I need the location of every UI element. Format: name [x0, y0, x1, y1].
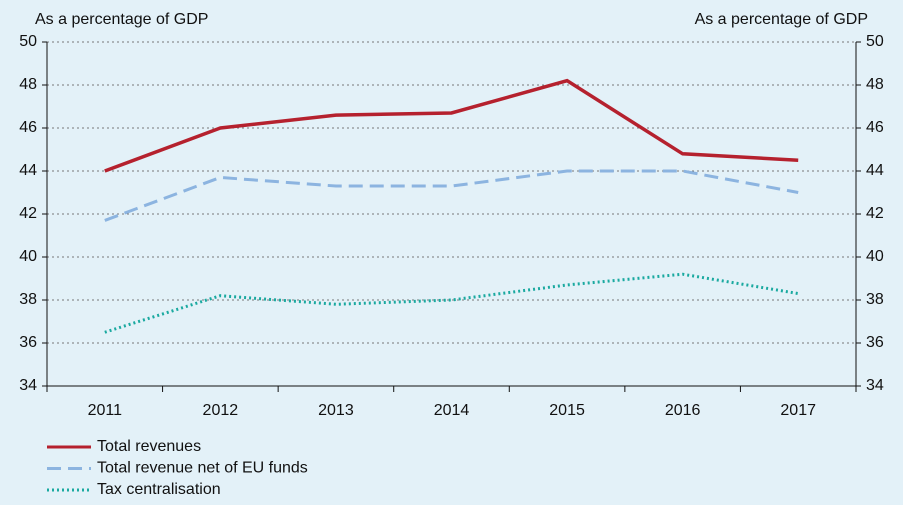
y2-tick-label: 44 [866, 162, 884, 179]
y-tick-label: 46 [19, 119, 37, 136]
y2-tick-label: 46 [866, 119, 884, 136]
y-tick-label: 36 [19, 334, 37, 351]
x-tick-label: 2016 [665, 402, 701, 419]
y-tick-label: 50 [19, 33, 37, 50]
y-tick-label: 42 [19, 205, 37, 222]
y2-tick-label: 38 [866, 291, 884, 308]
x-tick-label: 2015 [549, 402, 585, 419]
y2-tick-label: 40 [866, 248, 884, 265]
y-tick-label: 48 [19, 76, 37, 93]
x-tick-label: 2013 [318, 402, 354, 419]
y-tick-label: 44 [19, 162, 37, 179]
x-tick-label: 2011 [88, 402, 123, 419]
series-line [104, 272, 799, 334]
legend-label: Total revenues [97, 438, 201, 455]
y-tick-label: 34 [19, 377, 37, 394]
legend-label: Tax centralisation [97, 481, 221, 498]
x-tick-label: 2012 [203, 402, 239, 419]
y2-axis-label: As a percentage of GDP [695, 11, 868, 28]
series-line [104, 78, 799, 173]
x-tick-label: 2014 [434, 402, 470, 419]
y2-tick-label: 48 [866, 76, 884, 93]
legend-label: Total revenue net of EU funds [97, 460, 308, 477]
y-axis-label: As a percentage of GDP [35, 11, 208, 28]
y-tick-label: 38 [19, 291, 37, 308]
y2-tick-label: 36 [866, 334, 884, 351]
x-tick-label: 2017 [780, 402, 816, 419]
y2-tick-label: 34 [866, 377, 884, 394]
y2-tick-label: 50 [866, 33, 884, 50]
series-line [104, 169, 799, 222]
y2-tick-label: 42 [866, 205, 884, 222]
y-tick-label: 40 [19, 248, 37, 265]
